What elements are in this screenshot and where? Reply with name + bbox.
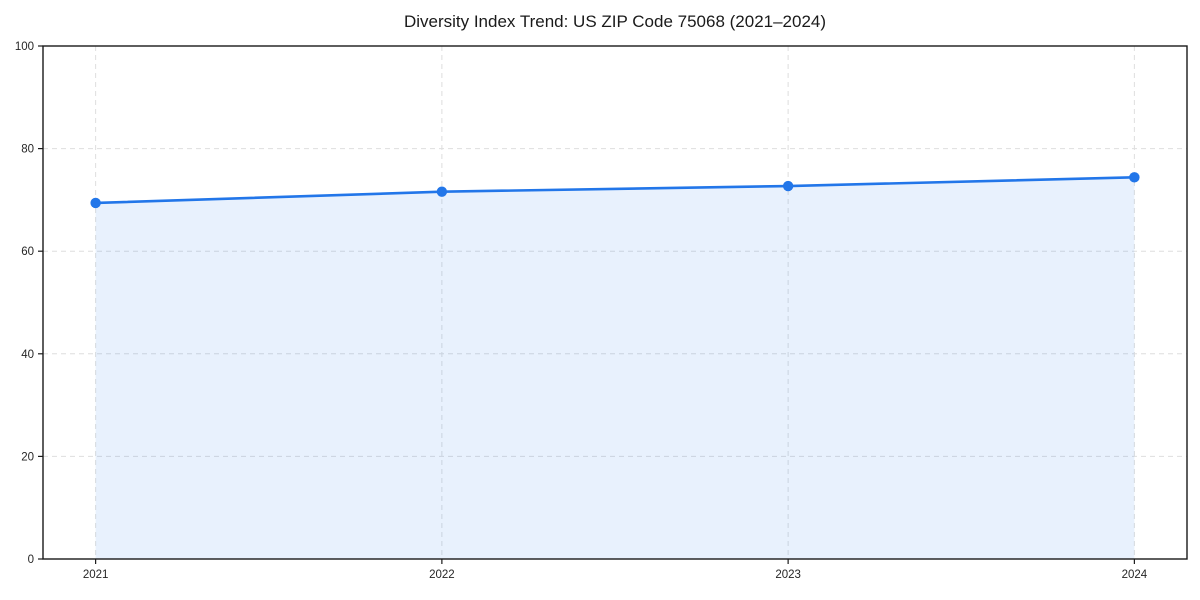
y-axis-tick-label: 20 bbox=[21, 451, 34, 463]
axes: 0 20 40 60 80 100 2021 2022 2023 2024 bbox=[15, 41, 1148, 581]
y-axis-tick-label: 40 bbox=[21, 349, 34, 361]
x-axis-tick-label: 2023 bbox=[775, 569, 801, 581]
trend-line bbox=[94, 176, 1136, 205]
gridlines bbox=[43, 46, 1187, 559]
y-axis-tick-label: 80 bbox=[21, 144, 34, 156]
area-fill bbox=[95, 177, 1135, 559]
chart-title: Diversity Index Trend: US ZIP Code 75068… bbox=[403, 12, 827, 31]
x-axis-tick-label: 2024 bbox=[1122, 569, 1148, 581]
plot-border bbox=[42, 45, 1188, 560]
data-point-marker bbox=[436, 186, 448, 197]
data-point-marker bbox=[782, 180, 794, 192]
data-point-marker bbox=[1129, 172, 1140, 183]
x-axis-tick-label: 2022 bbox=[429, 569, 455, 581]
y-axis-tick-label: 0 bbox=[28, 554, 34, 566]
y-axis-tick-label: 60 bbox=[21, 246, 34, 258]
y-axis-tick-label: 100 bbox=[15, 41, 34, 53]
data-point-marker bbox=[90, 197, 101, 209]
x-axis-tick-label: 2021 bbox=[83, 569, 109, 581]
